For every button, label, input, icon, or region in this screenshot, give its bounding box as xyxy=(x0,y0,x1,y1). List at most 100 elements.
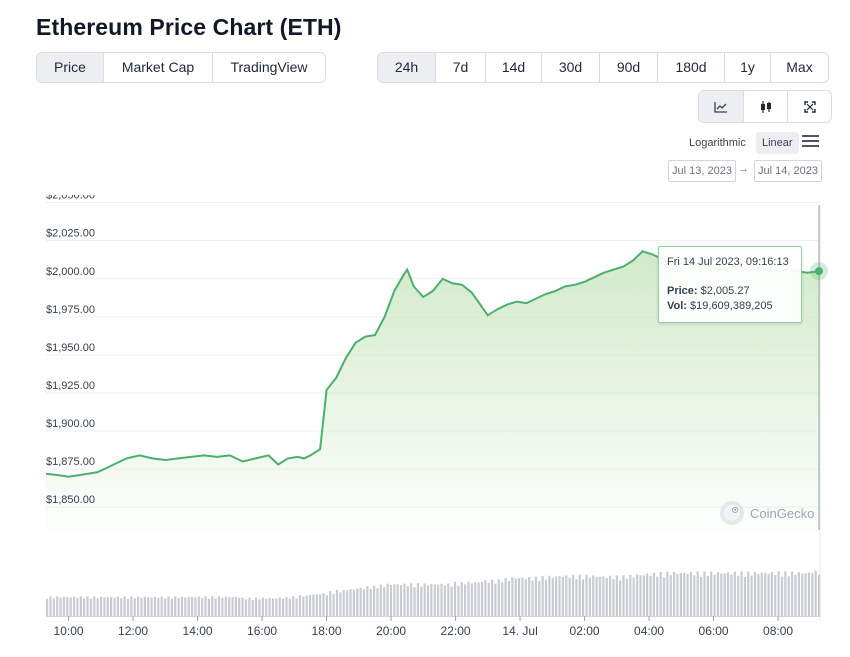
range-14d[interactable]: 14d xyxy=(485,53,541,82)
volume-bar xyxy=(669,575,672,616)
volume-bar xyxy=(396,584,399,616)
volume-bar xyxy=(507,580,511,616)
volume-bar xyxy=(517,578,521,616)
volume-bar xyxy=(534,576,538,616)
volume-bar xyxy=(460,581,463,616)
volume-bar xyxy=(62,596,66,616)
volume-bar xyxy=(69,597,72,616)
fullscreen-button[interactable] xyxy=(787,91,831,122)
volume-bar xyxy=(683,572,686,616)
volume-bar xyxy=(541,576,544,616)
date-to-input[interactable]: Jul 14, 2023 xyxy=(754,160,822,182)
volume-bar xyxy=(339,592,342,616)
volume-bar xyxy=(83,598,86,616)
range-7d[interactable]: 7d xyxy=(435,53,485,82)
range-180d[interactable]: 180d xyxy=(657,53,724,82)
volume-bar xyxy=(430,583,433,616)
volume-bar xyxy=(676,573,679,616)
volume-bar xyxy=(598,576,602,616)
x-tick-label: 10:00 xyxy=(54,624,84,638)
volume-bar xyxy=(180,596,184,616)
logarithmic-toggle[interactable]: Logarithmic xyxy=(689,137,746,149)
volume-bar xyxy=(174,596,177,616)
volume-bar xyxy=(329,591,332,616)
volume-bar xyxy=(420,586,423,616)
volume-bar xyxy=(271,598,275,616)
linear-toggle[interactable]: Linear xyxy=(756,132,799,154)
volume-bar xyxy=(312,594,315,616)
tab-price[interactable]: Price xyxy=(37,53,103,82)
range-max[interactable]: Max xyxy=(770,53,828,82)
volume-bar xyxy=(629,575,632,616)
volume-bar xyxy=(437,584,440,616)
volume-bar xyxy=(89,598,93,616)
volume-bar xyxy=(774,575,777,616)
y-tick-label: $1,875.00 xyxy=(46,456,95,468)
y-tick-label: $2,025.00 xyxy=(46,228,95,240)
volume-bar xyxy=(811,573,814,616)
volume-bar xyxy=(662,577,666,616)
volume-bar xyxy=(308,594,312,616)
volume-bar xyxy=(123,596,126,616)
volume-bar xyxy=(767,573,770,616)
volume-bar xyxy=(720,573,723,616)
candlestick-button[interactable] xyxy=(743,91,787,122)
volume-bar xyxy=(153,596,157,616)
volume-bar xyxy=(251,599,254,616)
volume-bar xyxy=(93,596,96,616)
volume-bar xyxy=(558,576,561,616)
range-90d[interactable]: 90d xyxy=(599,53,657,82)
volume-bar xyxy=(248,597,251,616)
volume-bar xyxy=(760,572,763,616)
date-from-input[interactable]: Jul 13, 2023 xyxy=(668,160,736,182)
volume-bar xyxy=(588,578,591,616)
volume-bar xyxy=(666,571,669,616)
volume-bar xyxy=(275,598,278,616)
volume-bar xyxy=(214,598,217,616)
range-1y[interactable]: 1y xyxy=(724,53,770,82)
volume-bar xyxy=(433,584,436,616)
view-tabs: Price Market Cap TradingView xyxy=(36,52,326,83)
volume-bar xyxy=(568,577,571,616)
volume-bar xyxy=(379,584,382,616)
volume-bar xyxy=(56,596,59,616)
y-tick-label: $1,850.00 xyxy=(46,494,95,506)
volume-bar xyxy=(244,599,248,616)
volume-bar xyxy=(713,574,716,616)
volume-bar xyxy=(585,574,588,616)
volume-bar xyxy=(288,598,291,616)
volume-bar xyxy=(241,597,244,616)
volume-bar xyxy=(416,583,420,616)
volume-bar xyxy=(204,596,207,616)
price-chart[interactable]: $1,850.00 $1,875.00 $1,900.00 $1,925.00 $1,9… xyxy=(0,195,850,657)
volume-bar xyxy=(521,577,524,616)
tab-tradingview[interactable]: TradingView xyxy=(212,53,325,82)
x-tick-label: 20:00 xyxy=(376,624,406,638)
volume-bar xyxy=(322,593,325,616)
volume-bar xyxy=(163,598,167,616)
line-chart-button[interactable] xyxy=(699,91,743,122)
volume-bar xyxy=(595,576,598,616)
volume-bar xyxy=(656,576,659,616)
volume-bar xyxy=(652,572,656,616)
volume-bar xyxy=(234,596,237,616)
volume-bar xyxy=(369,589,372,616)
volume-bar xyxy=(797,572,800,616)
volume-bar xyxy=(632,577,635,616)
y-tick-label: $1,925.00 xyxy=(46,380,95,392)
y-tick-label: $1,950.00 xyxy=(46,342,95,354)
volume-bar xyxy=(190,596,194,616)
tab-market-cap[interactable]: Market Cap xyxy=(103,53,212,82)
volume-bar xyxy=(447,583,450,616)
volume-bar xyxy=(753,571,757,616)
volume-bar xyxy=(561,576,564,616)
range-24h[interactable]: 24h xyxy=(378,53,435,82)
volume-bar xyxy=(696,571,699,616)
volume-bar xyxy=(383,587,386,616)
x-tick-label: 02:00 xyxy=(570,624,600,638)
range-30d[interactable]: 30d xyxy=(541,53,599,82)
menu-icon[interactable] xyxy=(802,134,819,148)
volume-bar xyxy=(612,579,615,616)
volume-bar xyxy=(450,586,453,616)
volume-bar xyxy=(787,576,790,616)
